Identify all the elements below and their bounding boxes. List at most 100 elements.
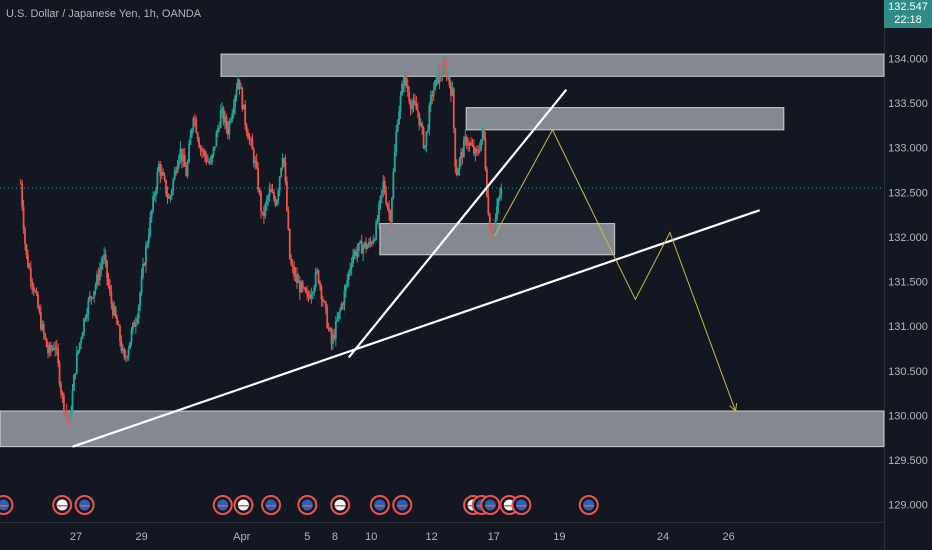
candle-body bbox=[227, 127, 229, 135]
candle-body bbox=[205, 156, 208, 162]
candle-body bbox=[473, 145, 475, 154]
candle-body bbox=[471, 144, 474, 146]
candle-body bbox=[47, 346, 49, 354]
candle-body bbox=[434, 80, 436, 91]
candle-body bbox=[327, 327, 330, 329]
candle-body bbox=[244, 104, 247, 125]
candle-body bbox=[166, 194, 169, 198]
candle-body bbox=[81, 332, 84, 339]
candle-body bbox=[241, 87, 244, 110]
candle-body bbox=[352, 255, 354, 264]
candle-body bbox=[267, 195, 270, 200]
candle-body bbox=[280, 167, 283, 177]
candle-body bbox=[185, 166, 188, 177]
candle-body bbox=[186, 162, 189, 177]
candle-body bbox=[60, 384, 62, 393]
candle-body bbox=[310, 294, 313, 299]
candle-body bbox=[380, 190, 383, 197]
candle-body bbox=[38, 307, 41, 312]
candle-body bbox=[142, 264, 144, 277]
candle-body bbox=[431, 95, 434, 97]
candle-body bbox=[103, 254, 106, 260]
candle-body bbox=[437, 75, 439, 84]
candle-body bbox=[39, 311, 42, 330]
candle-body bbox=[445, 64, 448, 77]
candle-body bbox=[346, 280, 349, 285]
candle-body bbox=[273, 192, 275, 199]
candle-body bbox=[224, 116, 226, 123]
candle-body bbox=[298, 281, 301, 293]
candle-body bbox=[418, 112, 421, 126]
event-flag-stripe bbox=[335, 505, 346, 507]
candle-body bbox=[50, 344, 52, 350]
candle-body bbox=[330, 330, 333, 344]
projection-arrowhead bbox=[729, 402, 738, 412]
price-tick-label: 132.500 bbox=[888, 187, 928, 199]
candle-body bbox=[405, 75, 408, 86]
candle-body bbox=[44, 333, 47, 339]
candle-body bbox=[25, 244, 28, 255]
candle-body bbox=[156, 171, 159, 190]
candle-body bbox=[265, 199, 268, 205]
candle-body bbox=[411, 104, 413, 109]
candle-body bbox=[228, 121, 231, 135]
candle-body bbox=[467, 144, 470, 146]
candle-body bbox=[285, 181, 288, 211]
candle-body bbox=[497, 198, 500, 206]
candle-body bbox=[319, 282, 321, 287]
candle-body bbox=[424, 145, 426, 148]
candle-body bbox=[309, 296, 311, 299]
candle-body bbox=[216, 128, 219, 133]
candle-body bbox=[133, 322, 136, 327]
candle-body bbox=[35, 291, 38, 294]
candle-body bbox=[116, 316, 119, 325]
candle-body bbox=[219, 110, 222, 128]
candle-body bbox=[178, 156, 180, 166]
candle-body bbox=[90, 296, 93, 298]
candle-body bbox=[313, 287, 316, 293]
candle-body bbox=[130, 330, 133, 342]
candle-body bbox=[480, 139, 483, 150]
candle-body bbox=[448, 76, 451, 85]
candle-body bbox=[84, 318, 87, 320]
candle-body bbox=[460, 152, 462, 160]
event-flag-stripe bbox=[504, 505, 515, 507]
candle-body bbox=[398, 111, 401, 124]
candle-body bbox=[173, 170, 176, 180]
candle-body bbox=[37, 293, 39, 308]
candle-body bbox=[52, 348, 55, 350]
candle-body bbox=[19, 183, 22, 185]
candle-body bbox=[500, 187, 503, 196]
candle-body bbox=[432, 90, 435, 97]
candle-body bbox=[212, 147, 215, 155]
candle-body bbox=[347, 271, 350, 281]
support-resistance-zone bbox=[0, 410, 885, 448]
economic-event-icon bbox=[261, 495, 282, 515]
economic-event-icon bbox=[233, 495, 254, 515]
candle-body bbox=[143, 264, 146, 266]
candle-body bbox=[301, 282, 304, 288]
economic-event-icon bbox=[480, 495, 501, 515]
candle-body bbox=[255, 160, 258, 168]
last-price-value: 132.547 bbox=[888, 1, 928, 13]
candle-body bbox=[180, 148, 183, 162]
candle-body bbox=[146, 243, 149, 247]
candle-body bbox=[465, 136, 468, 145]
candle-body bbox=[150, 210, 153, 218]
candle-body bbox=[109, 285, 111, 293]
candles bbox=[19, 55, 503, 428]
candle-body bbox=[483, 128, 485, 139]
candle-body bbox=[75, 352, 78, 374]
price-tick-label: 131.000 bbox=[888, 321, 928, 333]
candle-body bbox=[375, 222, 378, 240]
candle-body bbox=[416, 110, 419, 113]
candle-body bbox=[441, 74, 444, 76]
candle-body bbox=[323, 301, 326, 303]
candle-body bbox=[121, 348, 124, 351]
candle-body bbox=[110, 292, 113, 304]
candle-body bbox=[487, 196, 490, 214]
candle-body bbox=[464, 136, 467, 140]
price-tick-label: 130.000 bbox=[888, 410, 928, 422]
candle-body bbox=[163, 175, 166, 180]
